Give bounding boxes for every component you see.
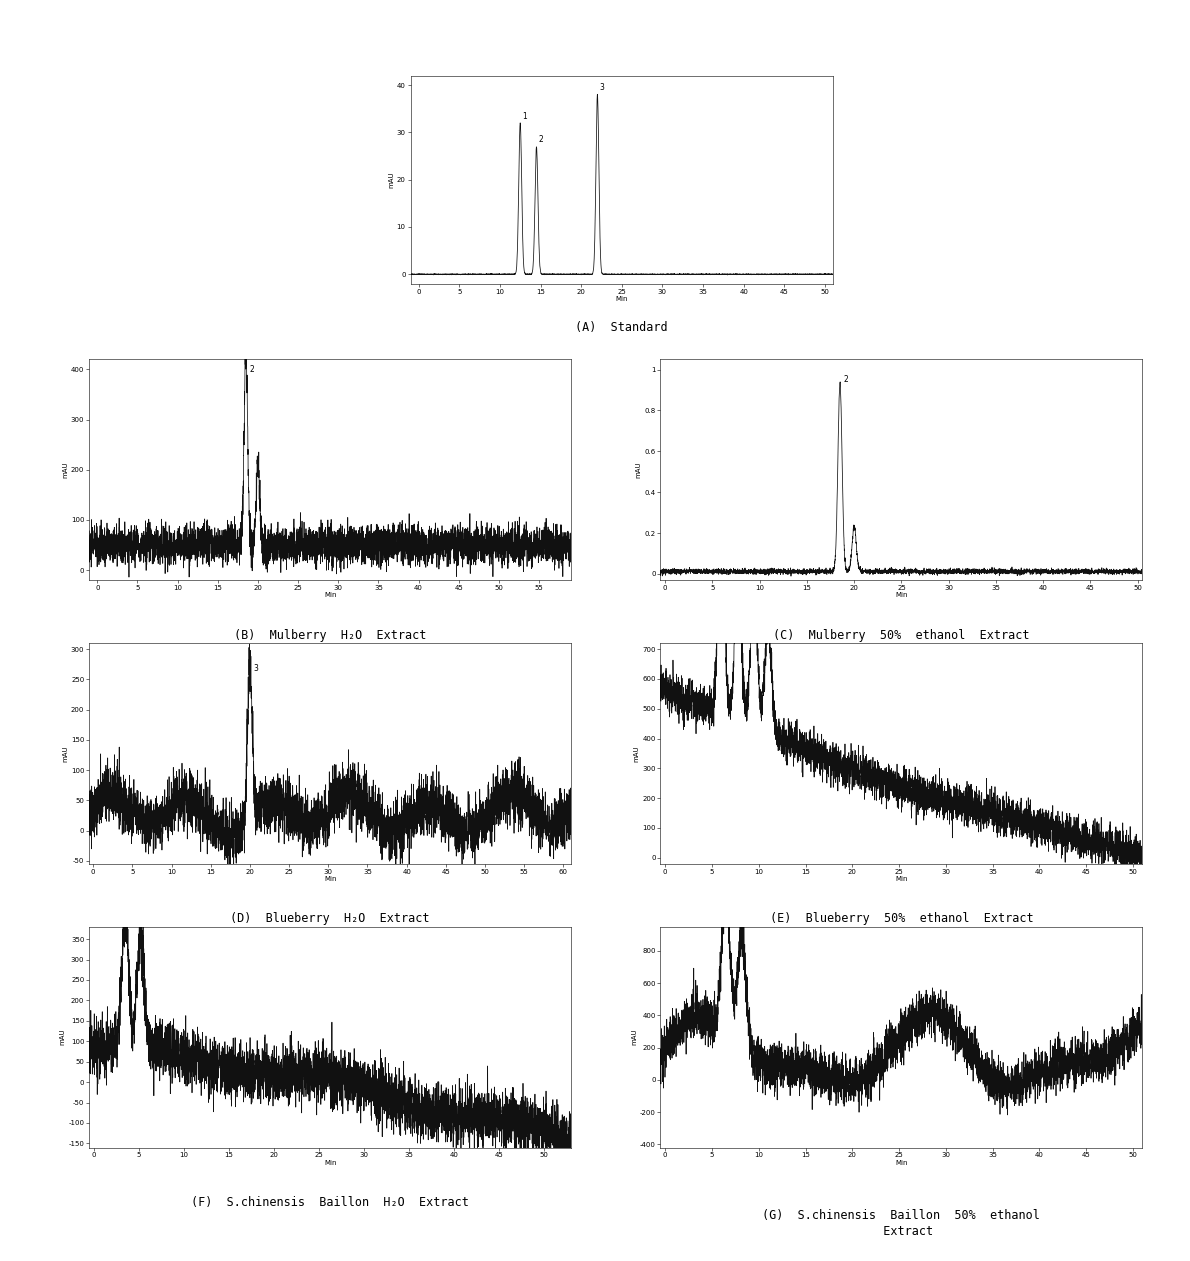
Text: 2: 2 — [249, 366, 253, 375]
Text: (G)  S.chinensis  Baillon  50%  ethanol
  Extract: (G) S.chinensis Baillon 50% ethanol Extr… — [763, 1209, 1040, 1238]
Text: (F)  S.chinensis  Baillon  H₂O  Extract: (F) S.chinensis Baillon H₂O Extract — [192, 1195, 469, 1209]
X-axis label: Min: Min — [895, 593, 908, 598]
Y-axis label: mAU: mAU — [60, 1029, 65, 1045]
Text: (E)  Blueberry  50%  ethanol  Extract: (E) Blueberry 50% ethanol Extract — [770, 913, 1033, 926]
Text: 2: 2 — [844, 375, 848, 383]
Y-axis label: mAU: mAU — [631, 1029, 637, 1045]
Y-axis label: mAU: mAU — [635, 462, 641, 478]
Text: 3: 3 — [600, 83, 605, 92]
Text: (B)  Mulberry  H₂O  Extract: (B) Mulberry H₂O Extract — [234, 628, 426, 642]
Text: (A)  Standard: (A) Standard — [576, 322, 668, 334]
Y-axis label: mAU: mAU — [62, 462, 68, 478]
Text: (D)  Blueberry  H₂O  Extract: (D) Blueberry H₂O Extract — [231, 913, 430, 926]
X-axis label: Min: Min — [615, 296, 628, 301]
Y-axis label: mAU: mAU — [62, 745, 68, 762]
Text: 2: 2 — [539, 135, 544, 144]
X-axis label: Min: Min — [895, 876, 908, 881]
X-axis label: Min: Min — [324, 593, 337, 598]
Text: 3: 3 — [253, 665, 258, 673]
Text: 1: 1 — [522, 111, 527, 121]
X-axis label: Min: Min — [895, 1160, 908, 1165]
X-axis label: Min: Min — [324, 876, 337, 881]
Text: (C)  Mulberry  50%  ethanol  Extract: (C) Mulberry 50% ethanol Extract — [774, 628, 1029, 642]
X-axis label: Min: Min — [324, 1160, 337, 1165]
Y-axis label: mAU: mAU — [633, 745, 639, 762]
Y-axis label: mAU: mAU — [388, 171, 394, 188]
